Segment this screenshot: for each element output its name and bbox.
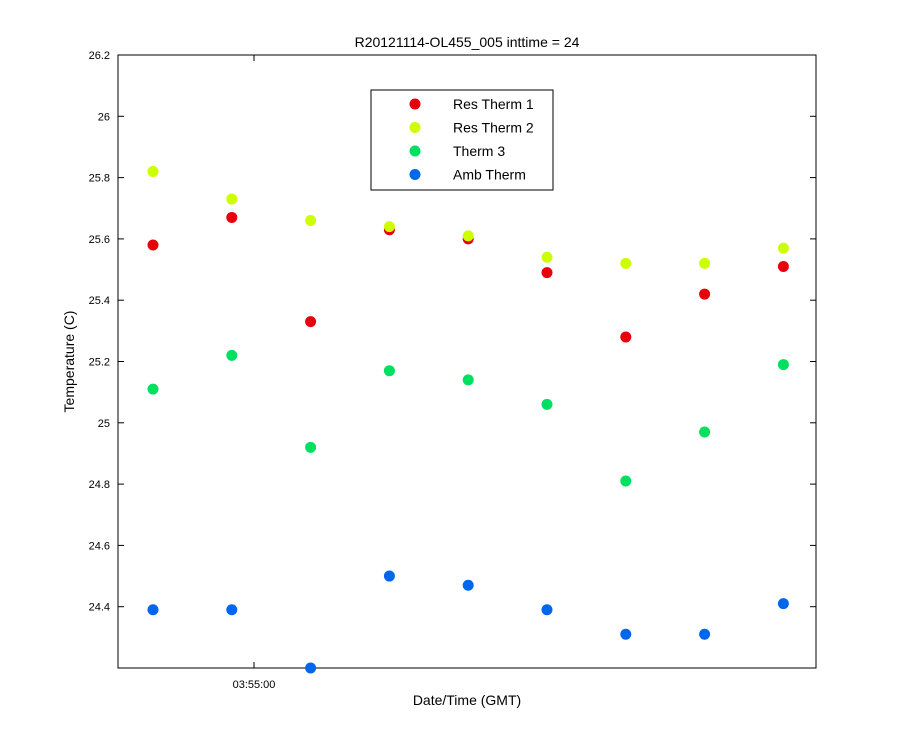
data-point <box>305 316 317 328</box>
y-tick-label: 25.6 <box>89 234 110 246</box>
series-res-therm-2 <box>147 165 789 269</box>
data-point <box>462 374 474 386</box>
data-point <box>462 579 474 591</box>
data-point <box>383 365 395 377</box>
y-tick-label: 24.8 <box>89 479 110 491</box>
data-point <box>620 331 632 343</box>
data-point <box>541 251 553 263</box>
legend-label: Res Therm 2 <box>453 120 534 136</box>
x-axis-label: Date/Time (GMT) <box>413 692 521 708</box>
data-point <box>147 239 159 251</box>
x-tick-label: 03:55:00 <box>233 679 276 691</box>
y-tick-label: 24.6 <box>89 540 110 552</box>
data-point <box>777 359 789 371</box>
y-tick-label: 25 <box>98 418 110 430</box>
legend-label: Res Therm 1 <box>453 96 534 112</box>
legend-marker <box>409 145 421 157</box>
legend-label: Amb Therm <box>453 167 526 183</box>
y-tick-label: 26 <box>98 111 110 123</box>
series-amb-therm <box>147 570 789 674</box>
legend-box <box>370 89 554 191</box>
data-point <box>541 398 553 410</box>
data-point <box>777 598 789 610</box>
legend-marker <box>409 98 421 110</box>
data-point <box>147 604 159 616</box>
legend-marker <box>409 122 421 133</box>
data-point <box>777 242 789 254</box>
data-point <box>699 426 711 438</box>
y-tick-label: 25.4 <box>89 295 110 307</box>
data-point <box>226 211 238 223</box>
y-tick-label: 24.4 <box>89 602 110 614</box>
data-point <box>147 383 159 395</box>
data-point <box>620 257 632 269</box>
y-tick-label: 26.2 <box>89 50 110 62</box>
legend: Res Therm 1 Res Therm 2 Therm 3 Amb Therm <box>370 89 554 191</box>
data-point <box>226 193 238 205</box>
y-tick-label: 25.8 <box>89 173 110 185</box>
data-point <box>462 230 474 242</box>
data-point <box>226 604 238 616</box>
data-point <box>147 165 159 177</box>
data-point <box>620 475 632 487</box>
data-point <box>383 221 395 233</box>
data-point <box>699 628 711 640</box>
data-point <box>699 288 711 300</box>
y-axis-ticks: 24.4 24.6 24.8 25 25.2 25.4 25.6 25.8 26 26.2 <box>89 50 816 614</box>
series-therm-3 <box>147 349 789 487</box>
x-axis-ticks: 03:55:00 <box>233 55 276 691</box>
data-point <box>305 441 317 453</box>
data-point <box>541 267 553 279</box>
data-point <box>305 662 317 674</box>
data-point <box>305 215 317 227</box>
data-points <box>147 165 789 674</box>
y-axis-label: Temperature (C) <box>61 311 77 413</box>
data-point <box>620 628 632 640</box>
chart-title: R20121114-OL455_005 inttime = 24 <box>355 34 580 50</box>
y-tick-label: 25.2 <box>89 357 110 369</box>
data-point <box>383 570 395 582</box>
legend-marker <box>409 169 421 180</box>
data-point <box>699 257 711 269</box>
data-point <box>777 260 789 272</box>
legend-label: Therm 3 <box>453 143 505 159</box>
data-point <box>541 604 553 616</box>
data-point <box>226 349 238 361</box>
